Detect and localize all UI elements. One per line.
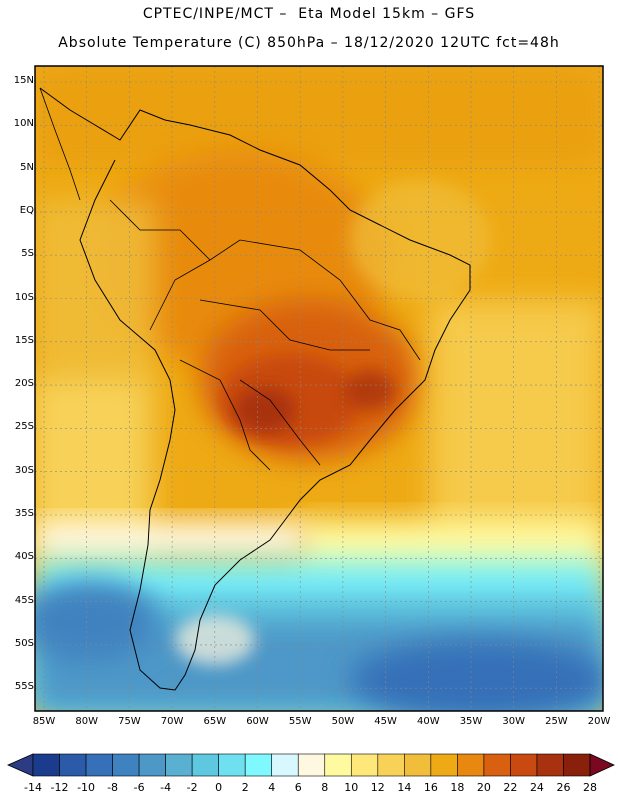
lat-label: 30S [14,464,34,476]
lon-label: 20W [587,716,611,727]
colorbar [7,753,615,777]
colorbar-swatch [536,753,564,777]
colorbar-swatch [297,753,326,777]
lat-label: 15S [14,334,34,346]
colorbar-label: 4 [268,781,276,794]
lon-label: 80W [75,716,98,727]
colorbar-label: -2 [186,781,198,794]
title-line-1: CPTEC/INPE/MCT – Eta Model 15km – GFS [142,6,476,22]
lon-label: 50W [331,716,355,727]
colorbar-label: 14 [397,781,412,794]
colorbar-label: 6 [294,781,302,794]
colorbar-swatch [271,753,299,777]
colorbar-label: 28 [583,781,597,794]
colorbar-label: -8 [107,781,119,794]
colorbar-swatch [191,753,219,777]
colorbar-swatch [377,753,405,777]
title-line-2: Absolute Temperature (C) 850hPa – 18/12/… [58,35,560,51]
colorbar-swatch [85,753,113,777]
colorbar-label: 20 [476,781,491,794]
lat-label: 50S [14,637,34,649]
colorbar-swatch [165,753,193,777]
lon-label: 85W [32,716,56,727]
lat-label: 10S [14,291,34,303]
colorbar-swatch [510,753,538,777]
colorbar-label: 24 [529,781,544,794]
lat-label: 20S [14,378,34,390]
lon-label: 30W [502,716,525,727]
map-frame [34,65,604,712]
lon-label: 55W [288,716,312,727]
colorbar-label: 22 [503,781,518,794]
colorbar-under-arrow [7,753,34,777]
lon-label: 70W [160,716,184,727]
lon-label: 60W [246,716,269,727]
colorbar-over-arrow [589,753,615,777]
colorbar-swatch [112,753,140,777]
lat-label: 35S [14,508,34,519]
colorbar-label: -12 [50,781,69,794]
lat-label: EQ [19,204,34,216]
colorbar-label: -6 [133,781,145,794]
lon-label: 35W [459,716,483,727]
lat-label: 5S [21,248,34,260]
lat-label: 40S [14,551,34,563]
colorbar-label: 10 [344,781,359,794]
colorbar-label: -10 [77,781,96,794]
lon-label: 40W [416,716,440,727]
colorbar-label: 0 [215,781,223,794]
colorbar-label: 2 [241,781,249,794]
colorbar-label: 16 [423,781,438,794]
temperature-field [35,66,603,711]
colorbar-label: 12 [370,781,385,794]
colorbar-swatch [430,753,458,777]
colorbar-swatch [483,753,511,777]
colorbar-swatch [244,753,273,777]
colorbar-label: -14 [24,781,42,794]
lon-label: 45W [374,716,397,727]
lon-label: 75W [118,716,141,727]
colorbar-label: -4 [160,781,172,794]
lat-label: 45S [14,594,34,606]
colorbar-swatch [563,753,591,777]
colorbar-swatch [404,753,432,777]
colorbar-swatch [350,753,379,777]
colorbar-swatch [218,753,246,777]
colorbar-label: 26 [556,781,571,794]
lat-label: 25S [14,421,34,433]
colorbar-label: 18 [450,781,465,794]
lat-label: 10N [13,118,34,130]
lat-label: 5N [20,161,34,173]
colorbar-label: 8 [321,781,329,794]
lat-label: 55S [14,681,34,693]
lat-label: 15N [13,75,34,86]
lon-label: 65W [203,716,227,727]
colorbar-swatch [59,753,87,777]
colorbar-swatch [32,753,60,777]
colorbar-swatch [138,753,166,777]
lon-label: 25W [545,716,568,727]
coastline [39,87,471,691]
colorbar-swatch [457,753,485,777]
colorbar-swatch [324,753,352,777]
